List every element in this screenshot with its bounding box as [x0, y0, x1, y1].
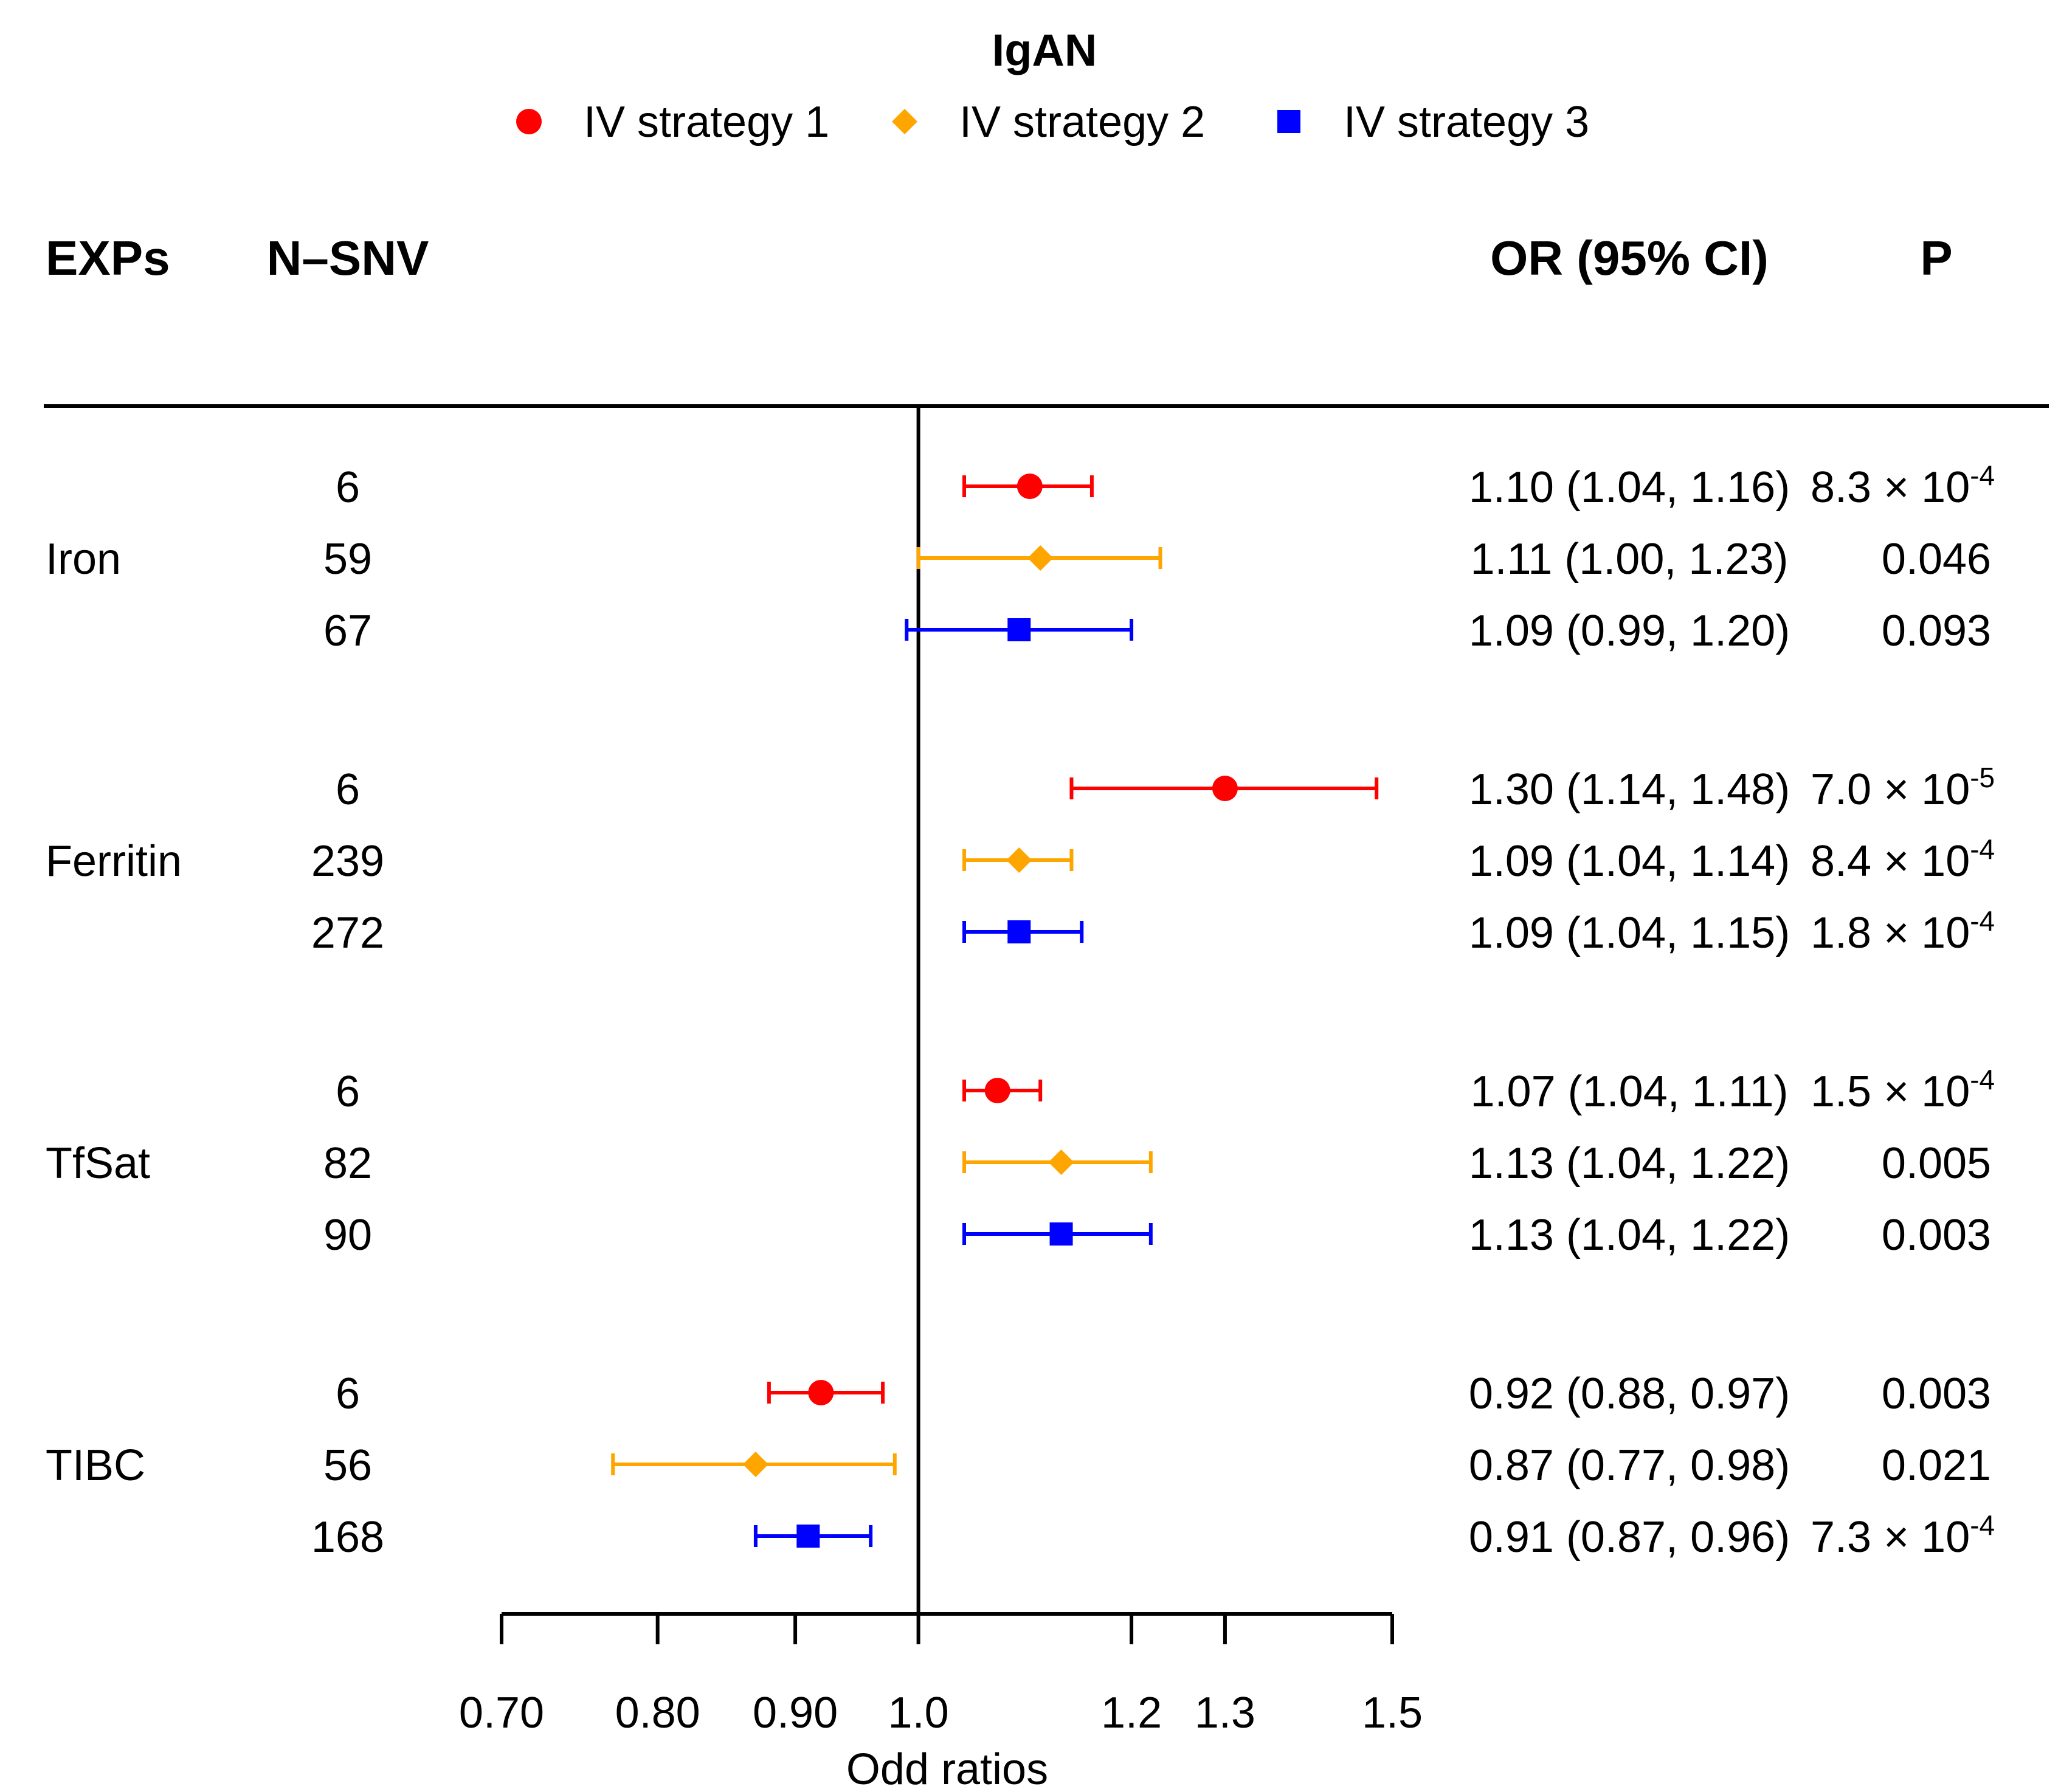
row-tibc-s3-point	[796, 1525, 820, 1548]
n-snv-value: 272	[311, 909, 384, 957]
n-snv-value: 90	[323, 1211, 372, 1260]
n-snv-value: 239	[311, 837, 384, 886]
or-ci-value: 1.30 (1.14, 1.48)	[1469, 765, 1790, 814]
n-snv-value: 6	[336, 1067, 360, 1116]
legend-marker-3	[1277, 110, 1300, 133]
or-ci-value: 1.09 (1.04, 1.15)	[1469, 909, 1790, 957]
legend-label-3: IV strategy 3	[1344, 98, 1589, 146]
x-axis: 0.70 0.80 0.90 1.0 1.2 1.3 1.5 Odd ratios	[459, 1612, 1423, 1792]
p-value: 0.005	[1882, 1139, 1991, 1188]
x-tick-label: 1.5	[1362, 1689, 1423, 1737]
p-value: 0.003	[1882, 1370, 1991, 1418]
row-iron-s3-point	[1007, 618, 1031, 641]
x-tick-label: 1.3	[1195, 1689, 1255, 1737]
header-p: P	[1920, 231, 1952, 285]
exposure-label: TfSat	[46, 1139, 150, 1188]
x-axis-label: Odd ratios	[846, 1745, 1048, 1792]
or-ci-value: 0.91 (0.87, 0.96)	[1469, 1513, 1790, 1562]
p-value: 7.3 × 10-4	[1811, 1509, 1995, 1562]
or-ci-value: 0.87 (0.77, 0.98)	[1469, 1441, 1790, 1490]
chart-title: IgAN	[992, 25, 1097, 75]
header-n-snv: N–SNV	[267, 231, 429, 285]
n-snv-value: 82	[323, 1139, 372, 1188]
header-or-ci: OR (95% CI)	[1490, 231, 1769, 285]
row-ferritin-s2-point	[1006, 847, 1032, 873]
or-ci-value: 1.09 (1.04, 1.14)	[1469, 837, 1790, 886]
exposure-label: Iron	[46, 535, 121, 584]
legend-marker-1	[516, 109, 542, 134]
exposure-label: Ferritin	[46, 837, 182, 886]
p-value: 0.003	[1882, 1211, 1991, 1260]
row-ferritin-s3-point	[1007, 920, 1031, 943]
n-snv-value: 6	[336, 463, 360, 512]
n-snv-value: 67	[323, 607, 372, 655]
p-value: 0.093	[1882, 607, 1991, 655]
p-value: 1.5 × 10-4	[1811, 1064, 1995, 1116]
n-snv-value: 56	[323, 1441, 372, 1490]
or-ci-value: 1.10 (1.04, 1.16)	[1469, 463, 1790, 512]
or-ci-value: 1.07 (1.04, 1.11)	[1470, 1067, 1788, 1116]
x-tick-label: 0.70	[459, 1689, 544, 1737]
plot-area	[611, 406, 1379, 1614]
or-ci-value: 1.13 (1.04, 1.22)	[1469, 1139, 1790, 1188]
x-tick-label: 0.80	[615, 1689, 700, 1737]
row-iron-s1-point	[1017, 474, 1043, 499]
p-value: 0.021	[1882, 1441, 1991, 1490]
or-ci-value: 1.13 (1.04, 1.22)	[1469, 1211, 1790, 1260]
legend: IgAN IV strategy 1 IV strategy 2 IV strateg…	[516, 25, 1589, 146]
p-value: 1.8 × 10-4	[1811, 905, 1995, 957]
x-tick-label: 0.90	[753, 1689, 838, 1737]
or-ci-value: 1.11 (1.00, 1.23)	[1470, 535, 1788, 584]
row-tfsat-s3-point	[1049, 1222, 1073, 1246]
n-snv-value: 168	[311, 1513, 384, 1562]
p-value: 8.4 × 10-4	[1811, 833, 1995, 886]
header-exposure: EXPs	[46, 231, 170, 285]
p-value: 0.046	[1882, 535, 1991, 584]
legend-label-1: IV strategy 1	[584, 98, 829, 146]
row-tfsat-s2-point	[1048, 1149, 1074, 1175]
n-snv-value: 59	[323, 535, 372, 584]
x-tick-label: 1.2	[1101, 1689, 1162, 1737]
row-tibc-s1-point	[808, 1380, 834, 1405]
n-snv-value: 6	[336, 1370, 360, 1418]
row-tfsat-s1-point	[984, 1078, 1010, 1103]
or-ci-value: 0.92 (0.88, 0.97)	[1469, 1370, 1790, 1418]
p-value: 8.3 × 10-4	[1811, 460, 1995, 512]
legend-marker-2	[892, 109, 917, 134]
row-iron-s2-point	[1027, 545, 1054, 571]
forest-table: Iron 6 1.10 (1.04, 1.16) 8.3 × 10-4 59 1.11 (…	[46, 460, 1995, 1562]
row-tibc-s2-point	[742, 1452, 768, 1477]
x-tick-label: 1.0	[888, 1689, 949, 1737]
column-headers: EXPs N–SNV OR (95% CI) P	[44, 231, 2049, 408]
p-value: 7.0 × 10-5	[1811, 762, 1995, 814]
exposure-label: TIBC	[46, 1441, 145, 1490]
or-ci-value: 1.09 (0.99, 1.20)	[1469, 607, 1790, 655]
n-snv-value: 6	[336, 765, 360, 814]
legend-label-2: IV strategy 2	[959, 98, 1205, 146]
row-ferritin-s1-point	[1212, 776, 1238, 801]
